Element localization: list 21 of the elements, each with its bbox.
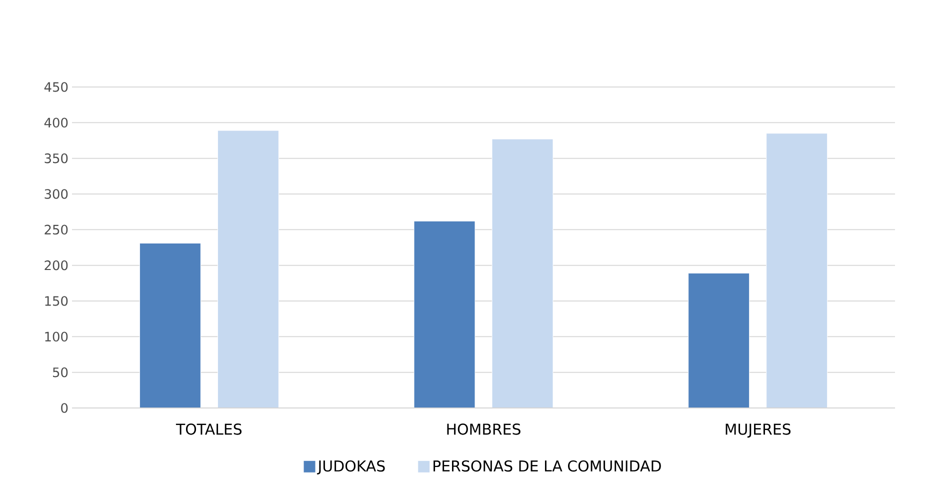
- y-tick-label: 350: [44, 153, 68, 164]
- y-tick-label: 50: [53, 367, 68, 378]
- legend-label: JUDOKAS: [316, 460, 385, 474]
- y-tick-label: 150: [45, 296, 68, 306]
- x-tick-label: TOTALES: [176, 424, 242, 435]
- y-tick-label: 0: [61, 403, 68, 413]
- bar: [414, 220, 476, 408]
- bar: [139, 242, 201, 408]
- y-tick-label: 250: [44, 224, 68, 235]
- bar: [492, 138, 554, 408]
- x-tick-label: HOMBRES: [447, 424, 520, 435]
- y-tick-label: 400: [44, 118, 68, 128]
- y-tick-label: 200: [44, 260, 68, 270]
- bar: [688, 272, 750, 408]
- y-tick-label: 100: [45, 332, 68, 342]
- bar: [217, 130, 279, 408]
- x-tick-label: MUJERES: [726, 424, 791, 438]
- legend-label: PERSONAS DE LA COMUNIDAD: [434, 460, 661, 472]
- bar: [766, 133, 828, 408]
- y-tick-label: 450: [44, 82, 68, 92]
- y-tick-label: 300: [44, 189, 68, 199]
